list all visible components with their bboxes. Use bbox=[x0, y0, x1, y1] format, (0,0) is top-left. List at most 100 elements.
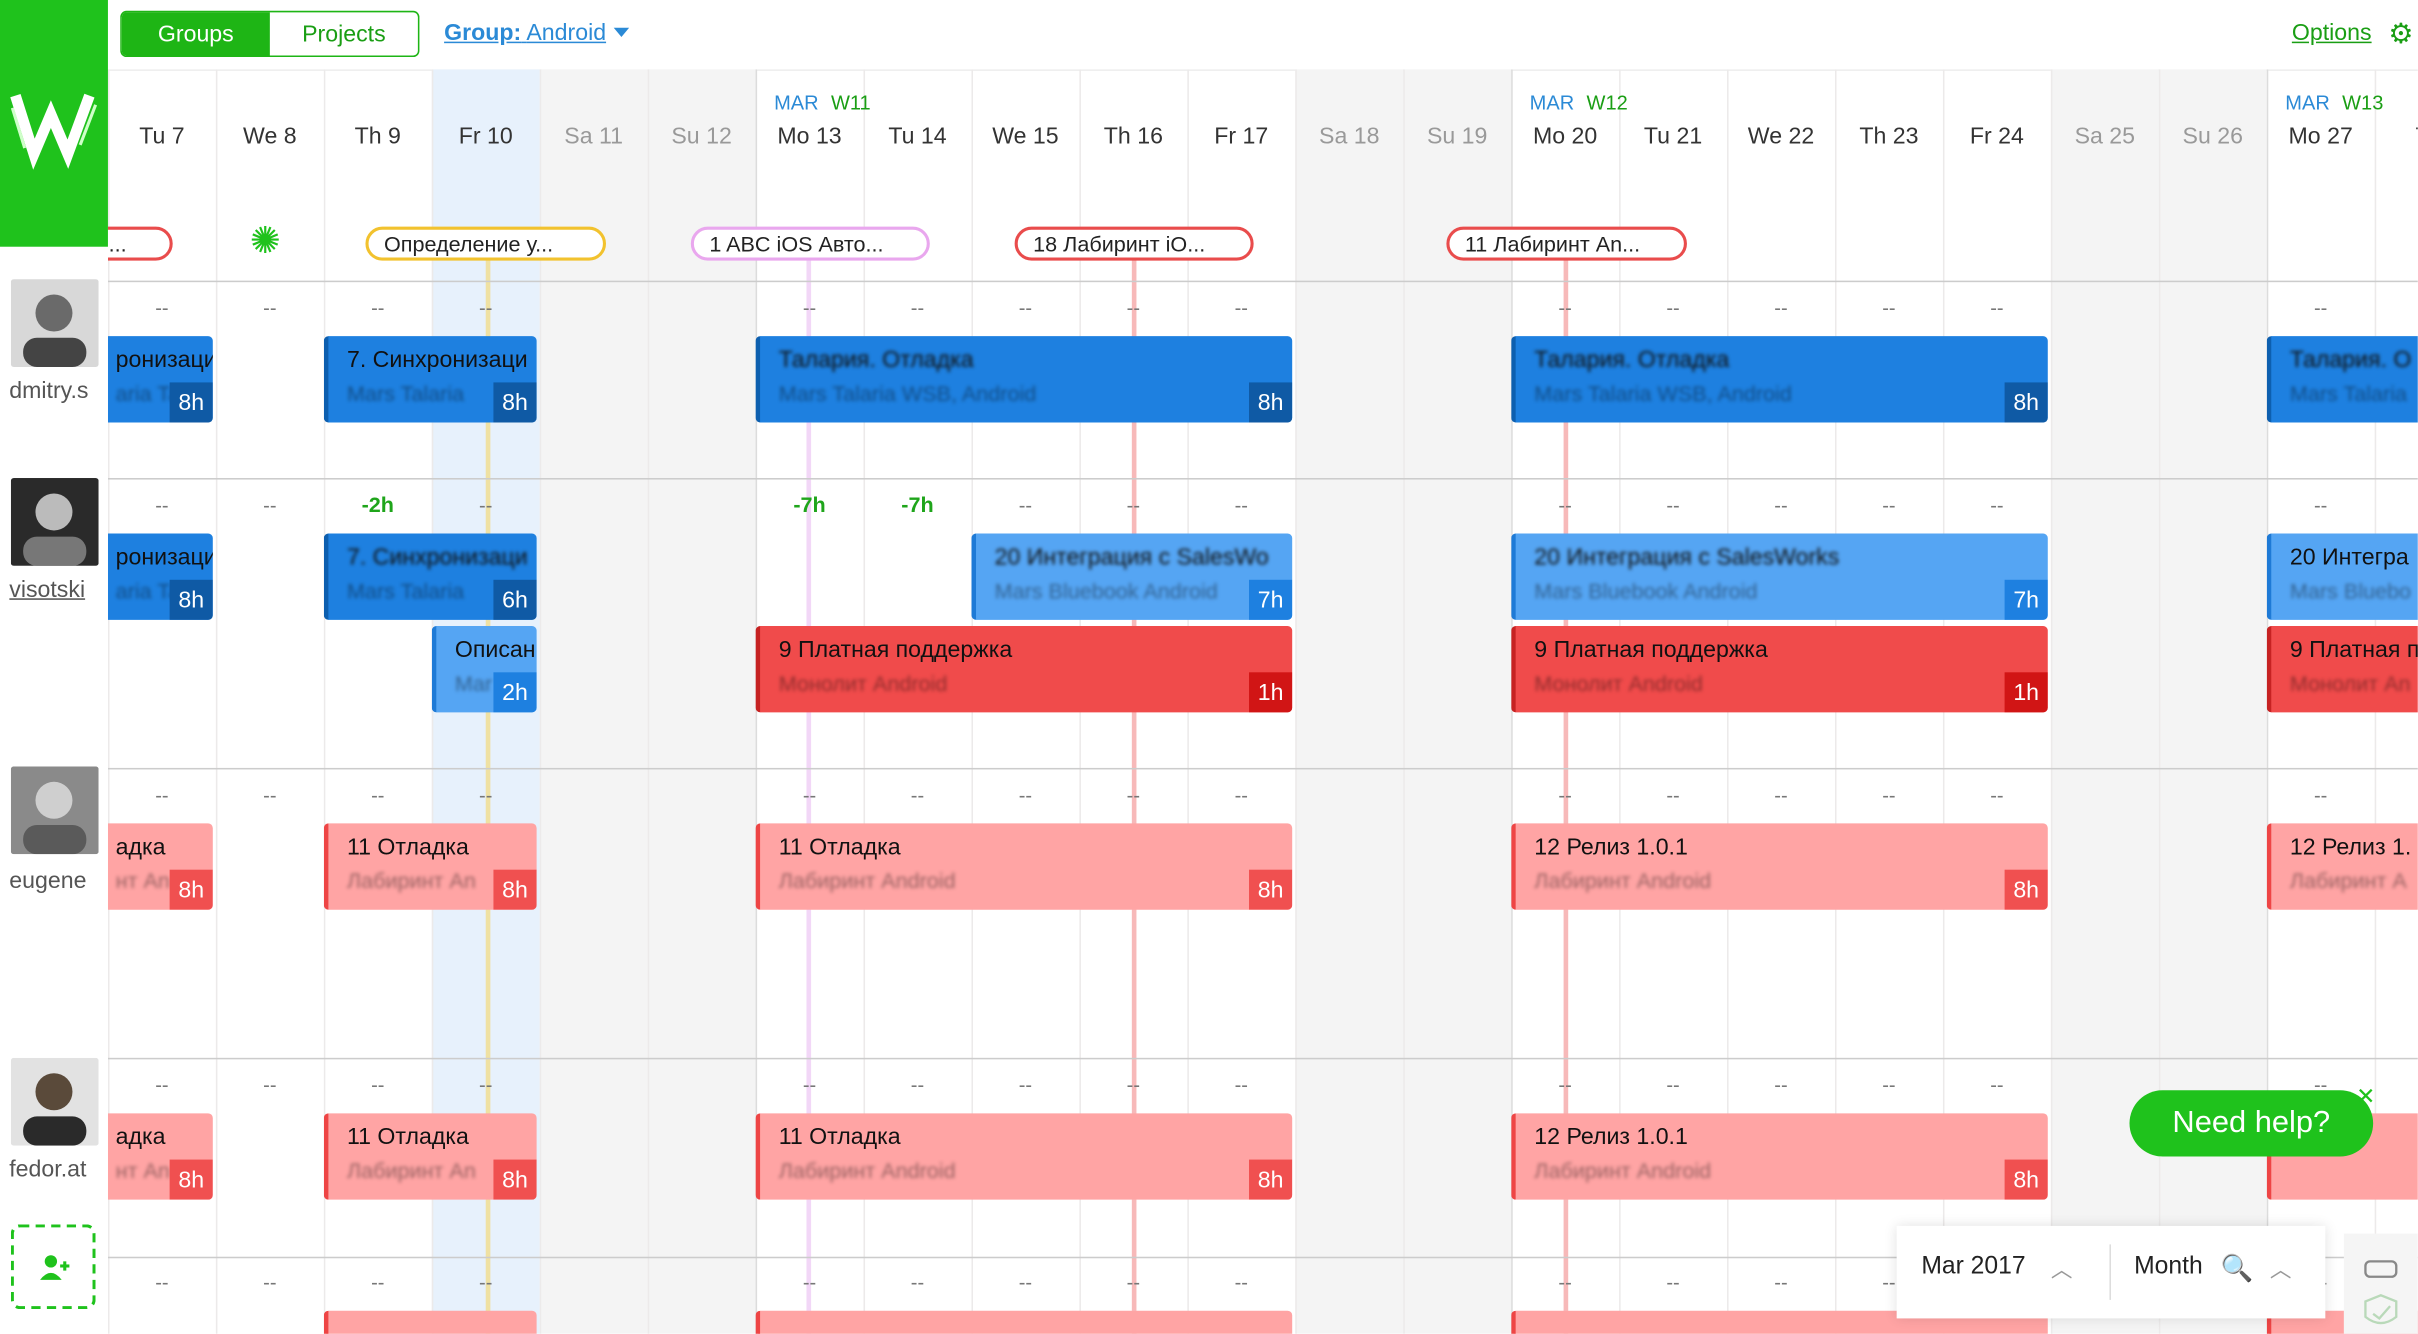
task-bar[interactable]: 11 Отладка Лабиринт An 8h bbox=[323, 823, 537, 910]
day-label[interactable]: We 22 bbox=[1747, 123, 1815, 150]
day-label[interactable]: We 8 bbox=[243, 123, 297, 150]
task-bar[interactable]: 12 Релиз 1.0.1 Лабиринт Android 8h bbox=[1511, 1113, 2048, 1200]
task-bar[interactable]: Талария. О Mars Talaria bbox=[2266, 336, 2418, 423]
capacity-indicator: -- bbox=[910, 783, 925, 807]
task-bar[interactable]: 12 Релиз 1.0.1 Лабиринт Android 8h bbox=[1511, 823, 2048, 910]
task-subtitle: Лабиринт Android bbox=[1534, 868, 1712, 893]
task-title: Описан bbox=[454, 636, 536, 664]
task-hours: 1h bbox=[1249, 672, 1293, 713]
groups-tab[interactable]: Groups bbox=[121, 12, 270, 56]
capacity-indicator: -- bbox=[263, 493, 277, 517]
avatar[interactable] bbox=[10, 279, 99, 367]
task-bar[interactable]: 11 Отладка Лабиринт Android 8h bbox=[755, 823, 1293, 910]
task-subtitle: Mars Bluebook Android bbox=[994, 578, 1218, 603]
task-bar[interactable]: 7. Синхронизаци Mars Talaria 6h bbox=[323, 533, 537, 620]
chevron-up-icon[interactable]: ︿ bbox=[2269, 1256, 2292, 1282]
day-label[interactable]: Fr 24 bbox=[1969, 123, 2024, 150]
user-name[interactable]: dmitry.s bbox=[9, 377, 89, 405]
day-label[interactable]: Mo 13 bbox=[777, 123, 842, 150]
avatar[interactable] bbox=[10, 1057, 99, 1146]
day-label[interactable]: Su 26 bbox=[2182, 123, 2243, 150]
day-label[interactable]: Mo 20 bbox=[1532, 123, 1598, 150]
day-label[interactable]: Sa 25 bbox=[2074, 123, 2136, 150]
task-bar[interactable] bbox=[323, 1310, 537, 1334]
close-icon[interactable]: ✕ bbox=[2356, 1084, 2376, 1111]
task-bar[interactable]: ронизаци aria Ta 8h bbox=[107, 336, 213, 423]
milestone-pill[interactable]: Определение у... bbox=[365, 226, 607, 261]
day-label[interactable]: Tu 14 bbox=[888, 123, 947, 150]
task-bar[interactable]: адка нт An 8h bbox=[107, 1113, 213, 1200]
capacity-indicator: -- bbox=[802, 1270, 817, 1294]
task-bar[interactable]: адка нт An 8h bbox=[107, 823, 213, 910]
capacity-indicator: -- bbox=[1666, 1270, 1680, 1294]
task-bar[interactable]: 11 Отладка Лабиринт Android 8h bbox=[755, 1113, 1293, 1200]
app-logo[interactable] bbox=[0, 0, 108, 247]
milestone-pill[interactable]: З... bbox=[107, 226, 173, 261]
day-label[interactable]: Th 23 bbox=[1859, 123, 1919, 150]
milestone-pill[interactable]: 18 Лабиринт iO... bbox=[1014, 226, 1254, 261]
projects-tab[interactable]: Projects bbox=[302, 20, 386, 48]
task-bar[interactable]: Талария. Отладка Mars Talaria WSB, Androi… bbox=[1511, 336, 2048, 423]
month-label: MAR bbox=[1529, 90, 1575, 115]
view-selector[interactable]: Month bbox=[2134, 1253, 2203, 1280]
user-name[interactable]: visotski bbox=[9, 576, 86, 603]
capacity-indicator: -- bbox=[1882, 1073, 1896, 1097]
capacity-indicator: -- bbox=[479, 783, 493, 807]
options-link[interactable]: Options bbox=[2291, 20, 2372, 47]
task-hours: 8h bbox=[169, 1159, 213, 1200]
column-divider bbox=[1295, 69, 1297, 1334]
capacity-indicator: -- bbox=[263, 296, 277, 320]
day-label[interactable]: Su 12 bbox=[671, 123, 732, 150]
group-selector[interactable]: Group: Android bbox=[444, 20, 630, 47]
zoom-icon[interactable]: 🔍 bbox=[2220, 1253, 2254, 1283]
add-user-button[interactable] bbox=[10, 1224, 96, 1310]
task-bar[interactable]: 20 Интеграция с SalesWo Mars Bluebook And… bbox=[971, 533, 1293, 620]
task-bar[interactable]: 20 Интеграция с SalesWorks Mars Bluebook … bbox=[1511, 533, 2048, 620]
avatar[interactable] bbox=[10, 766, 99, 855]
day-label[interactable]: Tu 7 bbox=[139, 123, 185, 150]
capacity-indicator: -- bbox=[1774, 1270, 1788, 1294]
task-hours: 8h bbox=[1249, 869, 1293, 910]
capacity-indicator: -- bbox=[1126, 1073, 1141, 1097]
day-label[interactable]: Sa 11 bbox=[564, 123, 624, 150]
day-label[interactable]: Mo 27 bbox=[2288, 123, 2353, 150]
milestone-pill[interactable]: 1 ABC iOS Авто... bbox=[690, 226, 930, 261]
day-label[interactable]: Su 19 bbox=[1426, 123, 1488, 150]
task-bar[interactable]: 12 Релиз 1. Лабиринт A bbox=[2266, 823, 2418, 910]
day-label[interactable]: Th 16 bbox=[1103, 123, 1163, 150]
day-label[interactable]: Tu bbox=[2375, 123, 2418, 149]
milestone-pill[interactable]: 11 Лабиринт An... bbox=[1446, 226, 1687, 261]
task-bar[interactable]: 7. Синхронизаци Mars Talaria 8h bbox=[323, 336, 537, 423]
capacity-indicator: -- bbox=[1774, 296, 1788, 320]
day-label[interactable]: Th 9 bbox=[354, 123, 401, 150]
task-bar[interactable]: Талария. Отладка Mars Talaria WSB, Androi… bbox=[755, 336, 1293, 423]
task-bar[interactable]: 11 Отладка Лабиринт An 8h bbox=[323, 1113, 537, 1200]
capacity-indicator: -- bbox=[479, 296, 493, 320]
task-hours: 8h bbox=[2004, 869, 2048, 910]
chevron-up-icon[interactable]: ︿ bbox=[2050, 1256, 2073, 1282]
need-help-button[interactable]: Need help? bbox=[2129, 1090, 2374, 1157]
capacity-indicator: -- bbox=[802, 1073, 817, 1097]
avatar[interactable] bbox=[10, 478, 99, 566]
task-bar[interactable]: Описан Mar 2h bbox=[431, 626, 537, 713]
task-bar[interactable] bbox=[755, 1310, 1293, 1334]
task-bar[interactable]: 9 Платная п Монолит An bbox=[2266, 626, 2418, 713]
date-selector[interactable]: Mar 2017 bbox=[1921, 1253, 2026, 1280]
task-bar[interactable]: 20 Интегра Mars Bluebo bbox=[2266, 533, 2418, 620]
user-name[interactable]: eugene bbox=[9, 868, 87, 895]
gear-icon[interactable]: ⚙ bbox=[2388, 18, 2414, 50]
day-label[interactable]: Fr 10 bbox=[458, 123, 513, 150]
day-label[interactable]: We 15 bbox=[992, 123, 1059, 150]
task-bar[interactable]: 9 Платная поддержка Монолит Android 1h bbox=[1511, 626, 2048, 713]
user-name[interactable]: fedor.at bbox=[9, 1156, 87, 1183]
task-bar[interactable]: ронизаци aria Ta 8h bbox=[107, 533, 213, 620]
capacity-indicator: -- bbox=[263, 1270, 277, 1294]
day-label[interactable]: Tu 21 bbox=[1643, 123, 1703, 150]
capacity-indicator: -- bbox=[1990, 1073, 2004, 1097]
day-column bbox=[647, 69, 756, 1334]
capacity-indicator: -- bbox=[263, 783, 277, 807]
day-label[interactable]: Fr 17 bbox=[1214, 123, 1269, 150]
task-bar[interactable]: 9 Платная поддержка Монолит Android 1h bbox=[755, 626, 1293, 713]
group-prefix: Group: bbox=[444, 20, 522, 47]
day-label[interactable]: Sa 18 bbox=[1319, 123, 1380, 150]
